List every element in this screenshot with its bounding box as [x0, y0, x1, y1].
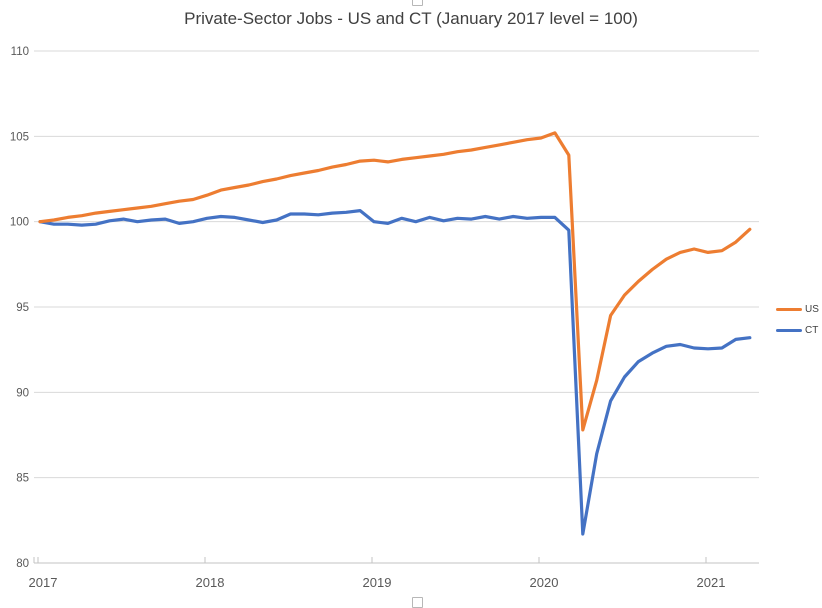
resize-handle-bottom[interactable] — [412, 597, 423, 608]
y-axis-label-80: 80 — [16, 558, 29, 570]
x-axis-label-2017: 2017 — [29, 575, 58, 590]
us-series-swatch-icon — [776, 307, 802, 312]
resize-handle-top[interactable] — [412, 0, 423, 6]
series-line-us[interactable] — [38, 131, 752, 432]
x-axis-label-2019: 2019 — [363, 575, 392, 590]
series-line-ct[interactable] — [38, 209, 752, 536]
y-axis-label-85: 85 — [16, 473, 29, 485]
x-axis-label-2020: 2020 — [530, 575, 559, 590]
legend-item-ct[interactable]: CT — [776, 322, 819, 339]
y-axis-label-105: 105 — [10, 131, 29, 143]
legend-label-us: US — [805, 303, 819, 315]
x-axis-label-2021: 2021 — [697, 575, 726, 590]
legend-label-ct: CT — [805, 324, 819, 336]
x-axis-label-2018: 2018 — [196, 575, 225, 590]
chart-title[interactable]: Private-Sector Jobs - US and CT (January… — [184, 9, 638, 28]
legend: US CT — [776, 301, 819, 339]
ct-series-swatch-icon — [776, 328, 802, 333]
y-axis-label-100: 100 — [10, 217, 29, 229]
y-axis-label-90: 90 — [16, 387, 29, 399]
y-axis-label-110: 110 — [11, 46, 29, 58]
legend-item-us[interactable]: US — [776, 301, 819, 318]
y-axis-label-95: 95 — [16, 302, 29, 314]
